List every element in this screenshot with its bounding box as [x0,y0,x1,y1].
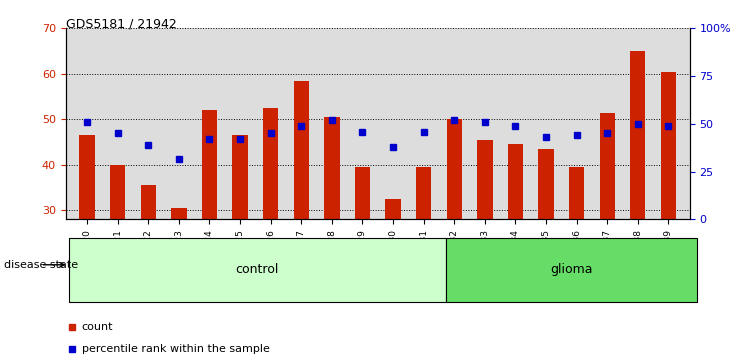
Text: glioma: glioma [550,263,593,276]
Bar [508,144,523,219]
Text: count: count [82,322,113,332]
Bar [172,208,187,219]
Bar [539,149,553,219]
Bar [599,113,615,219]
Bar [661,72,676,219]
Bar [232,135,247,219]
Bar [69,238,446,302]
Bar [447,119,462,219]
Bar [630,51,645,219]
Text: control: control [236,263,279,276]
Bar [110,165,126,219]
Bar [293,81,309,219]
Bar [141,185,156,219]
Bar [569,167,584,219]
Text: disease state: disease state [4,260,78,270]
Bar [385,199,401,219]
Bar [324,117,339,219]
Bar [263,108,278,219]
Bar [416,167,431,219]
Text: GDS5181 / 21942: GDS5181 / 21942 [66,18,177,31]
Bar [355,167,370,219]
Bar [202,110,217,219]
Bar [477,140,493,219]
Bar [80,135,95,219]
Bar [446,238,697,302]
Text: percentile rank within the sample: percentile rank within the sample [82,344,269,354]
